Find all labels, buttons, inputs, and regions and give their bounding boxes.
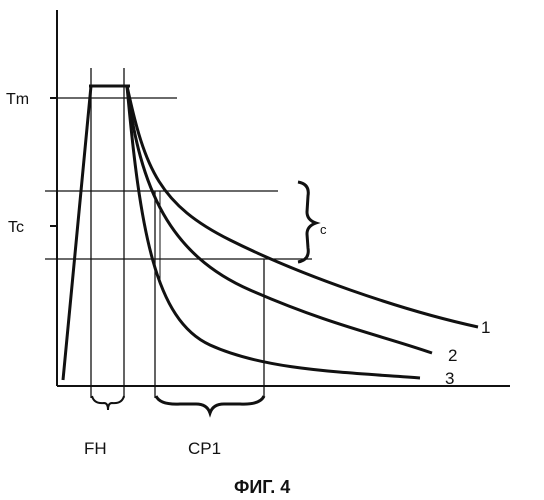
tc-label: Tc [8,219,24,236]
curve-label-1: 1 [481,318,490,337]
cp1-brace [156,396,264,413]
cooling-curve-2 [127,86,432,353]
curve-label-3: 3 [445,369,454,388]
curve-label-2: 2 [448,346,457,365]
heating-ramp [63,86,127,380]
figure-caption: ФИГ. 4 [234,477,290,497]
cp1-label: CP1 [188,439,221,458]
cooling-curve-1 [127,86,478,327]
band-brace [298,182,316,262]
tm-label: Tm [6,91,29,108]
fh-brace [92,396,124,410]
fh-label: FH [84,439,107,458]
band-label: c [320,222,327,237]
